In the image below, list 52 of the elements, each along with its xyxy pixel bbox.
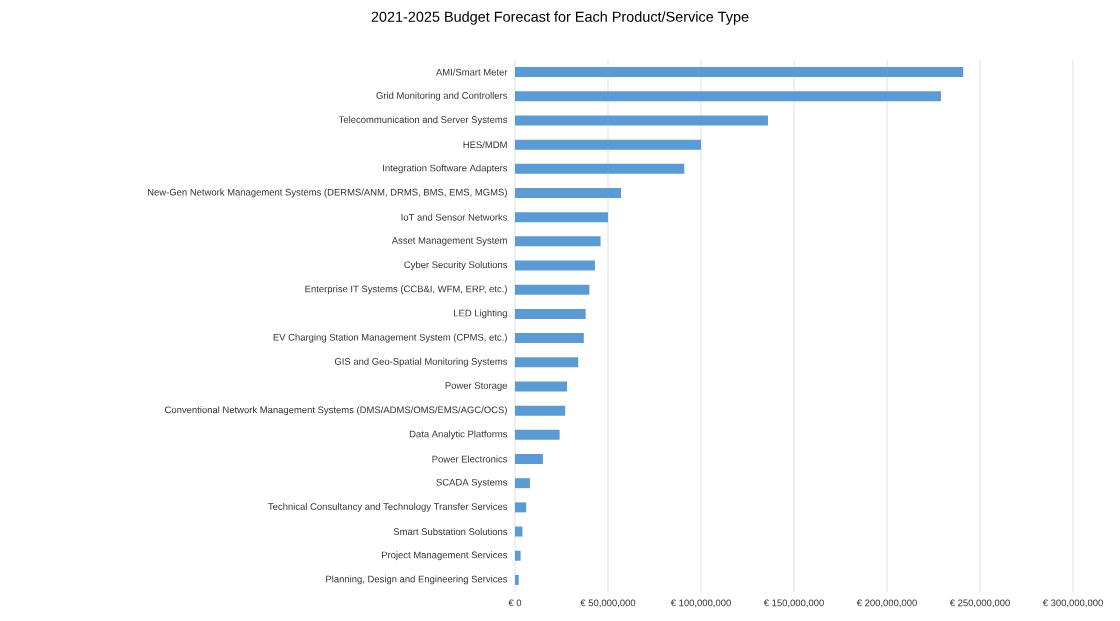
bar (515, 212, 608, 223)
bar (515, 381, 568, 392)
bar (515, 139, 701, 150)
y-tick-label: LED Lighting (454, 309, 507, 319)
y-tick-label: New-Gen Network Management Systems (DERMS/ANM, DRMS, BMS, EMS, MGMS) (148, 188, 507, 198)
y-tick-label: Power Storage (445, 382, 508, 391)
y-tick-label: IoT and Sensor Networks (401, 213, 508, 221)
bar (515, 115, 768, 126)
y-tick-label: Project Management Services (382, 551, 508, 561)
y-tick-label: AMI/Smart Meter (435, 68, 508, 76)
y-tick-label: EV Charging Station Management System (CPMS, etc.) (273, 333, 507, 343)
y-tick-label: SCADA Systems (436, 478, 508, 488)
bar (515, 188, 622, 198)
chart-title: 2021-2025 Budget Forecast for Each Product/Service Type (371, 11, 749, 25)
y-tick-label: Conventional Network Management Systems (DMS/ADMS/OMS/EMS/AGC/OCS) (165, 406, 507, 416)
x-tick-label: € 200,000,000 (856, 599, 917, 608)
bar (515, 333, 584, 344)
x-tick-label: € 0 (508, 599, 522, 607)
y-tick-label: Power Electronics (432, 455, 508, 463)
y-tick-label: Telecommunication and Server Systems (338, 116, 508, 125)
y-tick-label: HES/MDM (463, 141, 507, 149)
bar (515, 260, 595, 271)
y-tick-label: GIS and Geo-Spatial Monitoring Systems (334, 357, 508, 367)
y-tick-label: Cyber Security Solutions (404, 261, 508, 270)
bar (515, 163, 685, 174)
bar (515, 236, 601, 247)
bar (515, 91, 941, 102)
bar (515, 454, 543, 464)
y-tick-label: Asset Management System (391, 237, 507, 246)
y-tick-label: Grid Monitoring and Controllers (376, 91, 508, 101)
bar (515, 67, 964, 78)
bar (515, 405, 566, 416)
bar (515, 478, 530, 489)
x-tick-label: € 150,000,000 (763, 599, 824, 608)
bar (515, 574, 519, 585)
bar (515, 429, 560, 440)
y-tick-label: Integration Software Adapters (383, 164, 508, 174)
x-tick-label: € 300,000,000 (1042, 599, 1103, 608)
y-tick-label: Planning, Design and Engineering Services (326, 575, 508, 585)
bar (515, 308, 586, 319)
bar (515, 550, 521, 561)
y-tick-label: Enterprise IT Systems (CCB&I, WFM, ERP, etc.) (305, 285, 507, 295)
y-tick-label: Technical Consultancy and Technology Transfer Services (268, 502, 508, 512)
bar (515, 502, 527, 513)
bar (515, 284, 590, 295)
bar (515, 526, 523, 537)
x-tick-label: € 250,000,000 (949, 599, 1010, 608)
x-tick-label: € 50,000,000 (580, 599, 636, 608)
bar (515, 357, 579, 368)
y-tick-label: Data Analytic Platforms (409, 430, 508, 440)
x-tick-label: € 100,000,000 (670, 599, 731, 608)
y-tick-label: Smart Substation Solutions (393, 528, 508, 536)
